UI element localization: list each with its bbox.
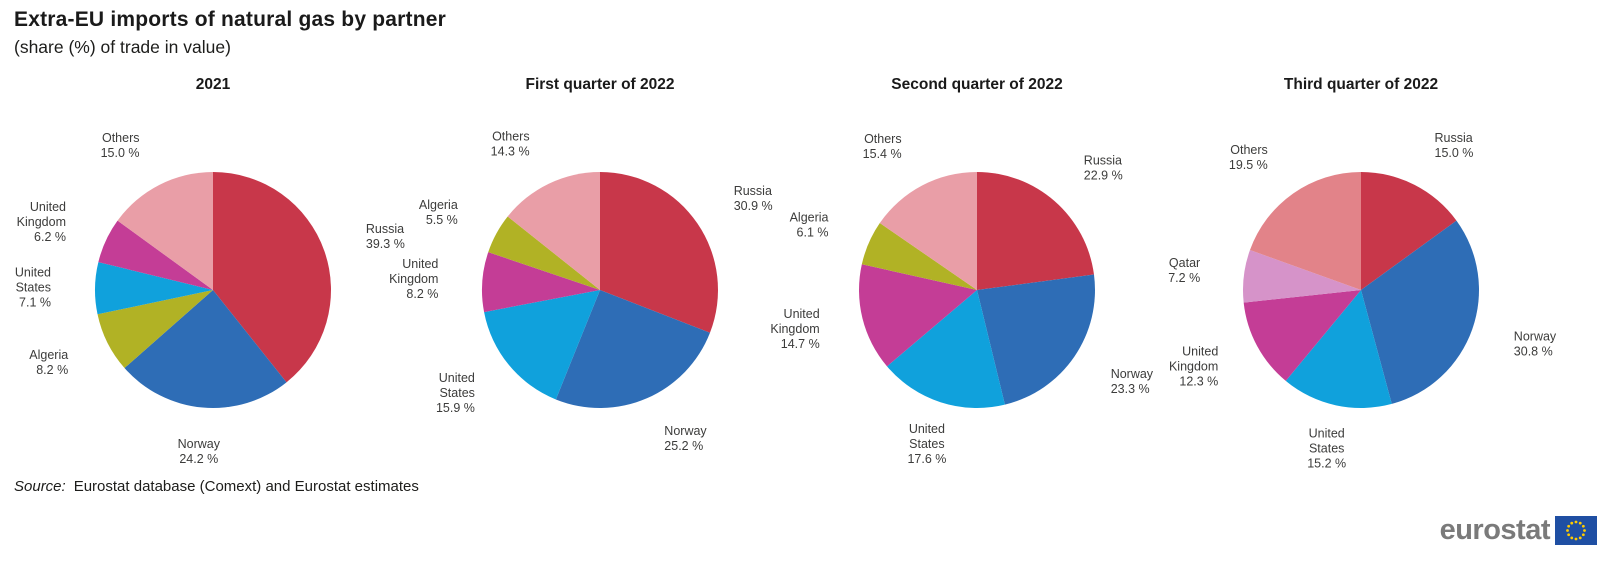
pie-label-russia: Russia 39.3 %	[366, 222, 405, 251]
pie-label-algeria: Algeria 6.1 %	[790, 211, 829, 240]
pie-slice-russia	[600, 172, 718, 333]
pie-slice-others	[1249, 172, 1361, 290]
pie-slice-russia	[977, 172, 1094, 290]
charts-row: 2021 Russia 39.3 % Norway 24.2 % Algeria 8.2 …	[0, 74, 1621, 494]
pie-slice-united-states	[95, 262, 213, 315]
pie-label-others: Others 15.0 %	[101, 131, 140, 160]
pie-label-russia: Russia 30.9 %	[734, 184, 773, 213]
pie-slice-united-kingdom	[98, 220, 213, 290]
pie-label-united-kingdom: United Kingdom 14.7 %	[770, 307, 819, 351]
chart-title: Second quarter of 2022	[891, 76, 1063, 93]
pie-chart-q3-2022: Third quarter of 2022 Russia 15.0 % Norway…	[1163, 74, 1559, 486]
page-title: Extra-EU imports of natural gas by partn…	[14, 8, 446, 31]
pie-slice-united-states	[887, 290, 1005, 408]
pie-label-algeria: Algeria 8.2 %	[29, 348, 68, 377]
source-text: Eurostat database (Comext) and Eurostat …	[73, 478, 419, 495]
source-label: Source:	[14, 478, 66, 495]
pie-slice-qatar	[1242, 250, 1361, 303]
pie-slice-norway	[1361, 220, 1480, 404]
pie-slice-russia	[213, 172, 331, 383]
pie-slice-others	[879, 172, 977, 290]
pie-label-united-states: United States 15.9 %	[436, 371, 475, 415]
pie-label-united-states: United States 7.1 %	[15, 266, 51, 310]
pie-label-others: Others 15.4 %	[863, 132, 902, 161]
pie-label-united-states: United States 17.6 %	[907, 422, 946, 466]
pie-label-russia: Russia 22.9 %	[1084, 154, 1123, 183]
pie-chart-2021: 2021 Russia 39.3 % Norway 24.2 % Algeria 8.2 …	[15, 74, 411, 486]
pie-label-norway: Norway 23.3 %	[1111, 367, 1154, 396]
pie-slice-norway	[977, 274, 1095, 405]
pie-label-algeria: Algeria 5.5 %	[419, 198, 458, 227]
pie-label-united-kingdom: United Kingdom 8.2 %	[389, 257, 438, 301]
pie-label-norway: Norway 24.2 %	[178, 437, 221, 466]
chart-header: Extra-EU imports of natural gas by partn…	[14, 8, 446, 58]
eurostat-logo-text: eurostat	[1439, 514, 1551, 546]
pie-slice-united-kingdom	[1243, 290, 1361, 381]
pie-label-united-states: United States 15.2 %	[1307, 426, 1346, 470]
chart-title: Third quarter of 2022	[1283, 76, 1439, 93]
pie-slice-algeria	[97, 290, 213, 369]
page-subtitle: (share (%) of trade in value)	[14, 37, 231, 57]
pie-label-qatar: Qatar 7.2 %	[1168, 256, 1200, 285]
pie-label-others: Others 14.3 %	[491, 130, 530, 159]
pie-label-united-kingdom: United Kingdom 12.3 %	[1169, 345, 1218, 389]
pie-slice-algeria	[488, 216, 600, 290]
pie-label-norway: Norway 25.2 %	[664, 424, 707, 453]
pie-slice-norway	[124, 290, 287, 408]
pie-slice-united-kingdom	[858, 264, 977, 367]
pie-slice-others	[117, 172, 213, 290]
pie-label-others: Others 19.5 %	[1229, 143, 1268, 172]
pie-slice-united-kingdom	[481, 252, 600, 313]
pie-slice-others	[507, 172, 600, 290]
pie-slice-united-states	[1285, 290, 1392, 409]
pie-q1-2022: Russia 30.9 % Norway 25.2 % United States 15.9…	[389, 130, 773, 454]
chart-title: 2021	[195, 76, 231, 93]
pie-2021: Russia 39.3 % Norway 24.2 % Algeria 8.2 % Unit…	[15, 131, 405, 466]
pie-chart-q2-2022: Second quarter of 2022 Russia 22.9 % Norwa…	[770, 74, 1175, 486]
chart-title: First quarter of 2022	[525, 76, 675, 93]
pie-q2-2022: Russia 22.9 % Norway 23.3 % United States 17.6…	[770, 132, 1154, 466]
pie-slice-norway	[555, 290, 710, 409]
pie-slice-algeria	[861, 223, 977, 290]
pie-label-united-kingdom: United Kingdom 6.2 %	[17, 200, 66, 244]
eu-flag-icon	[1555, 515, 1597, 545]
eurostat-logo: eurostat	[1440, 513, 1597, 547]
pie-label-russia: Russia 15.0 %	[1435, 131, 1474, 160]
pie-slice-russia	[1361, 172, 1457, 290]
pie-label-norway: Norway 30.8 %	[1514, 329, 1557, 358]
pie-chart-q1-2022: First quarter of 2022 Russia 30.9 % Norway…	[389, 74, 798, 486]
pie-q3-2022: Russia 15.0 % Norway 30.8 % United States 15.2…	[1168, 131, 1557, 470]
pie-slice-united-states	[484, 290, 600, 400]
source-line: Source: Eurostat database (Comext) and Eu…	[14, 478, 419, 495]
